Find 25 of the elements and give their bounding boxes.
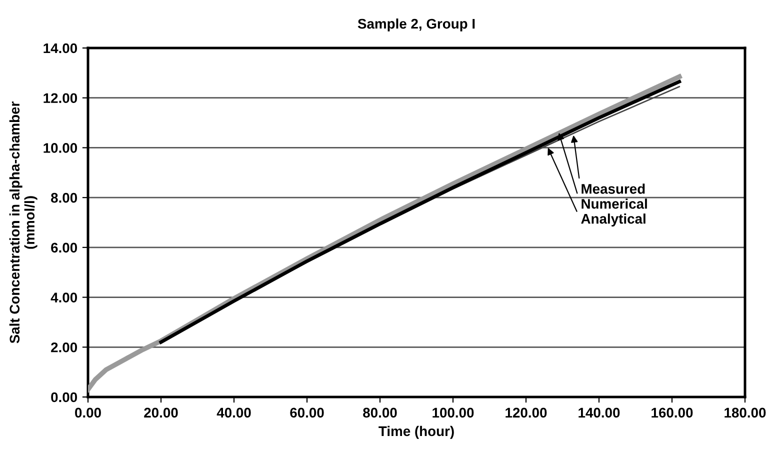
y-tick-label: 10.00 bbox=[44, 143, 78, 153]
x-tick-label: 180.00 bbox=[724, 408, 766, 418]
y-tick-label: 14.00 bbox=[44, 43, 78, 54]
x-tick-label: 20.00 bbox=[144, 408, 178, 418]
y-tick-label: 4.00 bbox=[50, 292, 78, 302]
y-tick-label: 6.00 bbox=[51, 242, 78, 253]
x-tick-label: 0.00 bbox=[75, 408, 101, 418]
x-tick-label: 100.00 bbox=[432, 408, 474, 418]
y-tick-label: 0.00 bbox=[51, 392, 78, 402]
y-tick-label: 2.00 bbox=[51, 342, 78, 352]
annotation: Measured bbox=[582, 184, 645, 194]
x-tick-label: 40.00 bbox=[216, 408, 251, 418]
y-tick-label: 12.00 bbox=[44, 93, 78, 104]
x-axis-title: Time (hour) bbox=[378, 426, 454, 439]
x-tick-label: 140.00 bbox=[578, 408, 620, 418]
chart-title: Sample 2, Group I bbox=[358, 18, 475, 32]
x-tick-label: 80.00 bbox=[363, 408, 397, 418]
annotation: Numerical bbox=[582, 198, 647, 209]
x-tick-label: 160.00 bbox=[652, 408, 693, 418]
annotation: Analytical bbox=[581, 214, 646, 226]
y-tick-label: 8.00 bbox=[50, 192, 78, 203]
x-tick-label: 120.00 bbox=[506, 408, 547, 418]
y-axis-title: Salt Concentration in alpha-chamber (mmol/l) bbox=[9, 102, 38, 344]
line-series bbox=[88, 74, 682, 392]
x-tick-label: 60.00 bbox=[290, 408, 324, 418]
